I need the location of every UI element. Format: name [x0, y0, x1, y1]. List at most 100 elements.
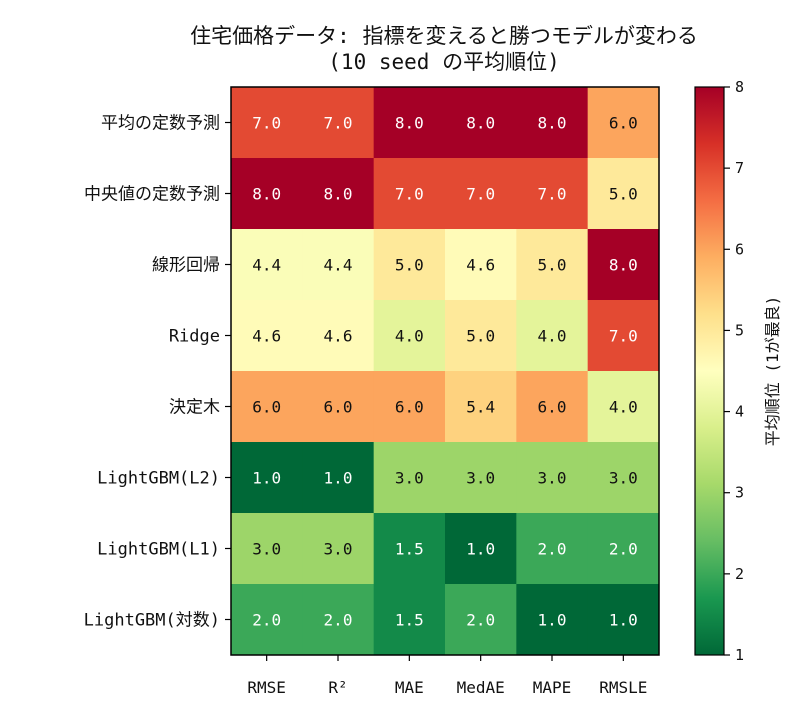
cell-value-label: 3.0 — [609, 469, 638, 488]
heatmap-cell — [302, 371, 375, 443]
heatmap-cell — [587, 229, 660, 301]
cell-value-label: 8.0 — [395, 114, 424, 133]
cell-value-label: 2.0 — [609, 540, 638, 559]
heatmap-cell — [445, 371, 517, 443]
heatmap-cell — [445, 158, 517, 230]
chart-title: 住宅価格データ: 指標を変えると勝つモデルが変わる — [190, 24, 698, 48]
heatmap-cell — [373, 584, 446, 656]
column-label: MedAE — [457, 678, 505, 697]
row-label: 平均の定数予測 — [101, 114, 220, 134]
cell-value-label: 4.0 — [538, 327, 567, 346]
cell-value-label: 7.0 — [609, 327, 638, 346]
column-label: RMSE — [247, 678, 286, 697]
heatmap-cell — [302, 442, 375, 514]
heatmap-cell — [231, 442, 303, 514]
colorbar-tick-label: 5 — [735, 321, 744, 339]
cell-value-label: 4.0 — [609, 398, 638, 417]
cell-value-label: 8.0 — [466, 114, 495, 133]
row-label: 中央値の定数予測 — [84, 185, 220, 205]
heatmap-cell — [445, 300, 517, 372]
cell-value-label: 1.0 — [609, 611, 638, 630]
cell-value-label: 3.0 — [395, 469, 424, 488]
heatmap-cell — [231, 229, 303, 301]
cell-value-label: 5.0 — [395, 256, 424, 275]
cell-value-label: 8.0 — [609, 256, 638, 275]
heatmap-cell — [445, 442, 517, 514]
cell-value-label: 4.4 — [324, 256, 353, 275]
cell-value-label: 5.0 — [609, 185, 638, 204]
column-label: MAPE — [533, 678, 572, 697]
cell-value-label: 5.0 — [538, 256, 567, 275]
cell-value-label: 7.0 — [395, 185, 424, 204]
row-label: 決定木 — [169, 398, 220, 418]
cell-value-label: 2.0 — [324, 611, 353, 630]
colorbar-tick-label: 1 — [735, 646, 744, 664]
heatmap-cell — [587, 442, 660, 514]
cell-value-label: 3.0 — [538, 469, 567, 488]
cell-value-label: 4.6 — [466, 256, 495, 275]
column-labels: RMSE R² MAE MedAE MAPE RMSLE — [247, 655, 647, 697]
heatmap-cell — [302, 513, 375, 585]
heatmap-cell — [373, 158, 446, 230]
heatmap-cell — [516, 229, 589, 301]
row-label: 線形回帰 — [152, 256, 220, 276]
cell-value-label: 7.0 — [252, 114, 281, 133]
plot-frame — [230, 86, 660, 656]
cell-value-label: 1.0 — [466, 540, 495, 559]
heatmap-cell — [587, 87, 660, 159]
row-label: LightGBM(L1) — [97, 540, 220, 560]
column-label: RMSLE — [599, 678, 647, 697]
heatmap-cell — [587, 584, 660, 656]
column-label: MAE — [395, 678, 424, 697]
row-label: LightGBM(L2) — [97, 469, 220, 489]
heatmap-cell — [231, 513, 303, 585]
heatmap-cell — [516, 158, 589, 230]
cell-value-label: 4.0 — [395, 327, 424, 346]
cell-value-label: 1.0 — [252, 469, 281, 488]
heatmap-cell — [373, 513, 446, 585]
heatmap-cell — [231, 584, 303, 656]
colorbar-ticks: 1 2 3 4 5 6 7 8 — [724, 78, 744, 664]
cell-value-label: 3.0 — [466, 469, 495, 488]
heatmap-cell — [302, 158, 375, 230]
heatmap-cell — [302, 229, 375, 301]
heatmap-cell — [516, 300, 589, 372]
cell-value-label: 5.4 — [466, 398, 495, 417]
heatmap-cell — [587, 371, 660, 443]
colorbar — [694, 86, 725, 656]
cell-value-label: 6.0 — [609, 114, 638, 133]
heatmap-cell — [373, 229, 446, 301]
heatmap-cell — [231, 158, 303, 230]
colorbar-tick-label: 6 — [735, 240, 744, 258]
heatmap-cells: 7.0 7.0 8.0 8.0 8.0 6.0 8.0 8.0 7.0 7.0 7.0 5.0 4.4 4… — [231, 87, 660, 656]
cell-value-label: 6.0 — [538, 398, 567, 417]
row-label: Ridge — [169, 327, 220, 347]
colorbar-tick-label: 2 — [735, 565, 744, 583]
chart-subtitle: (10 seed の平均順位) — [328, 50, 559, 74]
colorbar-tick-label: 4 — [735, 403, 744, 421]
heatmap-cell — [516, 371, 589, 443]
heatmap-cell — [302, 300, 375, 372]
colorbar-tick-label: 3 — [735, 484, 744, 502]
cell-value-label: 2.0 — [252, 611, 281, 630]
cell-value-label: 7.0 — [466, 185, 495, 204]
heatmap-cell — [516, 584, 589, 656]
cell-value-label: 6.0 — [252, 398, 281, 417]
heatmap-cell — [445, 87, 517, 159]
cell-value-label: 1.0 — [324, 469, 353, 488]
heatmap-cell — [445, 584, 517, 656]
heatmap-cell — [231, 300, 303, 372]
heatmap-cell — [587, 300, 660, 372]
row-label: LightGBM(対数) — [84, 611, 220, 631]
cell-value-label: 1.5 — [395, 540, 424, 559]
heatmap-cell — [231, 371, 303, 443]
cell-value-label: 7.0 — [324, 114, 353, 133]
cell-value-label: 8.0 — [324, 185, 353, 204]
cell-value-label: 1.5 — [395, 611, 424, 630]
cell-value-label: 2.0 — [466, 611, 495, 630]
column-label: R² — [328, 678, 347, 697]
cell-value-label: 8.0 — [538, 114, 567, 133]
heatmap-cell — [373, 371, 446, 443]
heatmap-cell — [516, 87, 589, 159]
